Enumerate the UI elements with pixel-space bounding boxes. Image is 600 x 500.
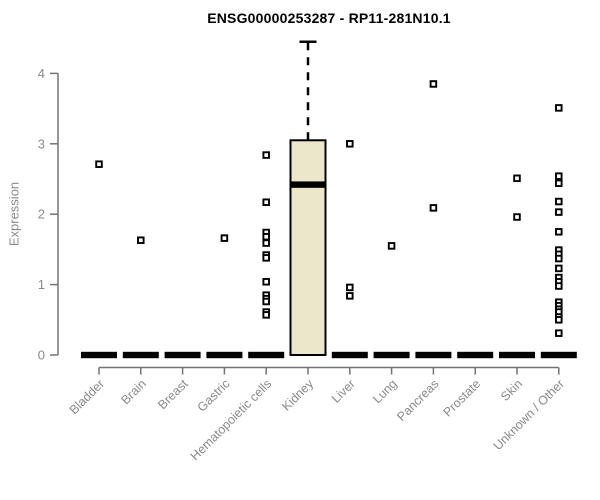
zero-bar (248, 351, 285, 359)
data-point (262, 198, 270, 206)
data-point (555, 228, 563, 236)
x-tick-label: Prostate (440, 377, 483, 420)
y-tick-label: 1 (38, 277, 45, 292)
data-point (555, 282, 563, 290)
data-point (262, 311, 270, 319)
data-point (555, 329, 563, 337)
x-tick-label: Liver (329, 377, 358, 406)
data-point (555, 264, 563, 273)
data-point (262, 254, 270, 262)
data-point (513, 174, 521, 183)
chart-title: ENSG00000253287 - RP11-281N10.1 (207, 10, 451, 26)
data-point (429, 204, 438, 212)
data-point (346, 140, 354, 148)
zero-bar (415, 351, 452, 359)
data-point (262, 151, 270, 159)
x-tick-label: Pancreas (394, 377, 441, 424)
y-tick-label: 0 (38, 348, 45, 363)
x-tick-label: Hematopoietic cells (188, 377, 275, 464)
zero-bar (540, 351, 577, 359)
x-tick-label: Lung (370, 377, 400, 407)
data-point (220, 234, 229, 242)
x-tick-label: Unknown / Other (491, 377, 567, 453)
data-point (513, 213, 521, 221)
box-plot (289, 139, 327, 356)
data-point (262, 239, 270, 247)
data-point (429, 80, 438, 88)
zero-bar (373, 351, 410, 359)
y-tick-label: 2 (38, 207, 45, 222)
x-tick-label: Brain (118, 377, 149, 408)
x-tick-label: Skin (498, 377, 525, 404)
data-point (555, 208, 563, 216)
zero-bar (206, 351, 243, 359)
data-point (262, 278, 270, 286)
data-point (555, 197, 563, 206)
zero-bar (331, 351, 368, 359)
x-tick-label: Breast (155, 376, 191, 412)
data-point (555, 104, 563, 112)
x-tick-label: Gastric (195, 377, 233, 415)
data-point (555, 254, 563, 263)
data-point (346, 283, 354, 292)
data-point (262, 232, 270, 241)
data-point (555, 316, 563, 324)
data-point (387, 242, 396, 250)
zero-bar (457, 351, 494, 359)
y-tick-label: 4 (38, 66, 45, 81)
data-point (95, 160, 103, 168)
box-median (291, 181, 325, 188)
zero-bar (81, 351, 117, 359)
x-tick-label: Kidney (279, 376, 316, 413)
x-tick-label: Bladder (67, 377, 107, 417)
zero-bar (164, 351, 201, 359)
data-point (137, 236, 145, 244)
data-point (555, 172, 563, 180)
data-point (262, 297, 270, 306)
zero-bar (122, 351, 159, 359)
zero-bar (499, 351, 535, 359)
data-point (346, 292, 354, 300)
y-tick-label: 3 (38, 136, 45, 151)
data-point (555, 179, 563, 187)
